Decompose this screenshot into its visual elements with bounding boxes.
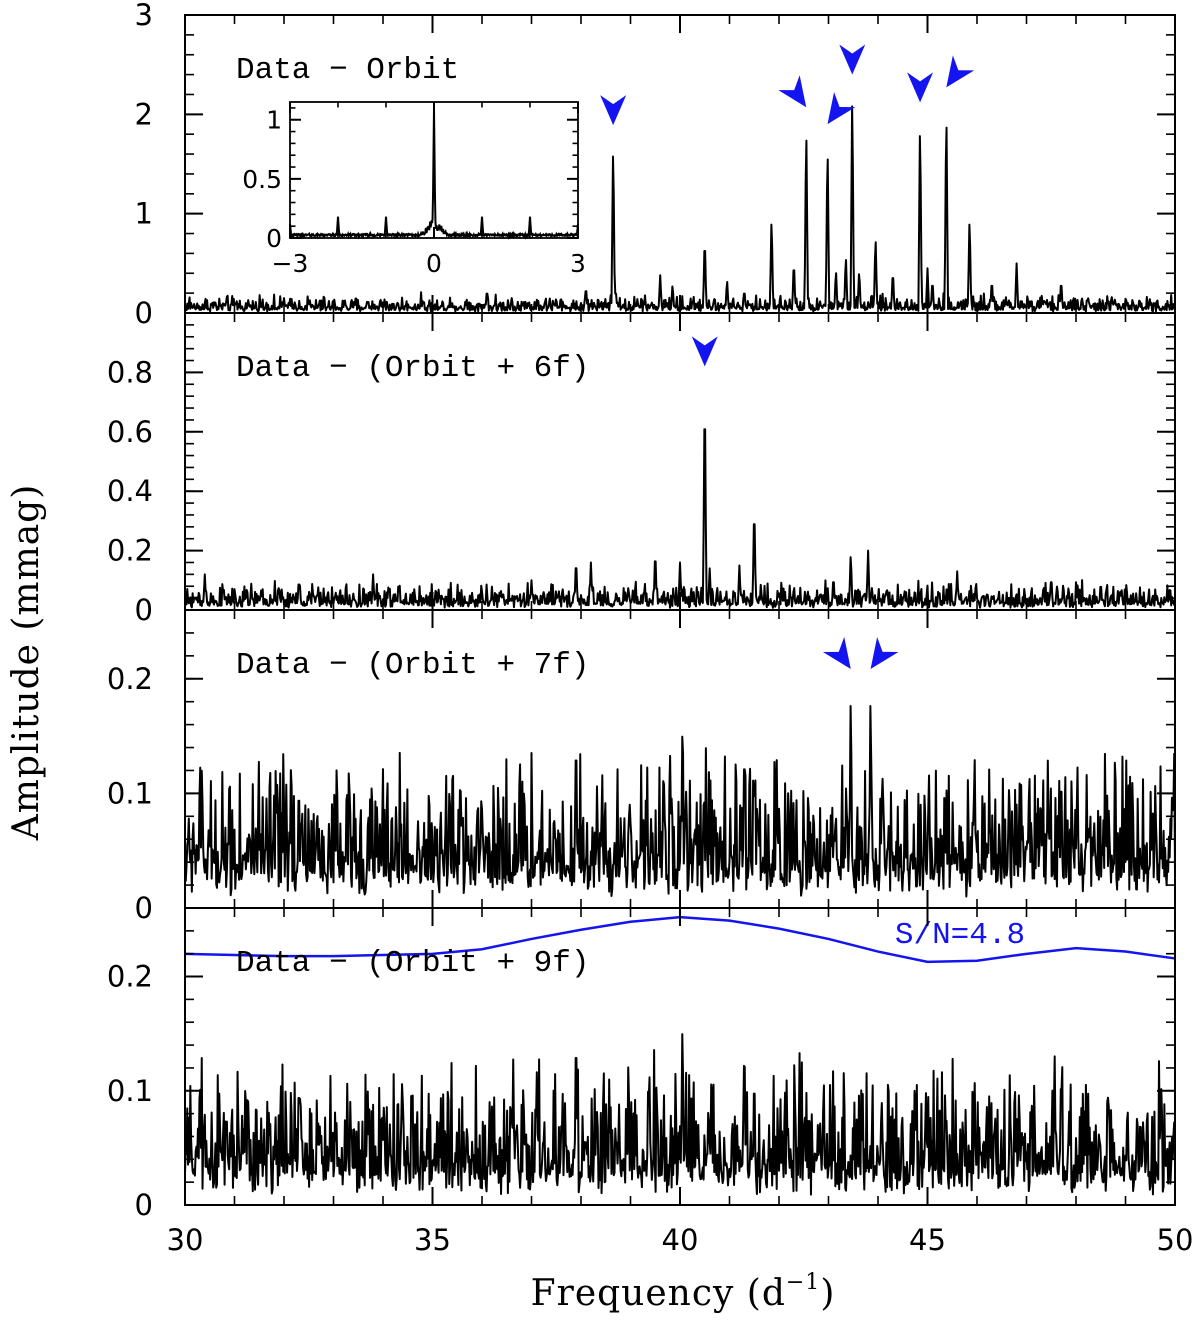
y-tick-label: 0.8: [107, 355, 153, 389]
y-tick-label: 0.2: [107, 960, 153, 994]
y-tick-label: 0: [135, 891, 153, 925]
y-tick-label: 0.1: [107, 1074, 153, 1108]
inset-y-tick-label: 0.5: [242, 165, 282, 194]
x-tick-label: 50: [1157, 1223, 1194, 1257]
inset-x-tick-label: 0: [426, 249, 442, 278]
x-axis-title-main: Frequency (d: [531, 1273, 786, 1314]
y-tick-label: 3: [135, 0, 153, 32]
x-tick-label: 30: [167, 1223, 204, 1257]
spectrum-trace: [184, 428, 1176, 609]
peak-marker-arrow: [827, 92, 856, 125]
peak-marker-arrow: [870, 637, 899, 670]
x-axis-title-sup: −1: [786, 1270, 820, 1295]
y-tick-label: 0.6: [107, 415, 153, 449]
panel-4: 0 0.1 0.2 30 35 40 45 50 Data − (Orbit + 9f): [107, 907, 1194, 1257]
x-tick-label: 40: [662, 1223, 699, 1257]
inset-x-tick-label: 3: [570, 249, 586, 278]
inset-window-function: 00.51−3 0 3: [242, 101, 586, 278]
peak-marker-arrow: [778, 75, 807, 108]
inset-y-tick-label: 1: [266, 106, 282, 135]
peak-marker-arrow: [907, 72, 934, 103]
peak-marker-arrow: [839, 44, 866, 75]
x-tick-label: 35: [414, 1223, 451, 1257]
x-tick-label: 45: [909, 1223, 946, 1257]
y-tick-label: 2: [135, 97, 153, 131]
inset-y-tick-label: 0: [266, 224, 282, 253]
y-tick-label: 1: [135, 197, 153, 231]
panel-2: 0 0.2 0.4 0.6 0.8 Data − (Orbit + 6f): [107, 312, 1176, 627]
peak-marker-arrow: [946, 55, 975, 88]
x-axis-title: Frequency (d−1): [531, 1270, 836, 1314]
y-tick-label: 0.4: [107, 474, 153, 508]
y-tick-label: 0: [135, 1188, 153, 1222]
spectrum-trace: [184, 705, 1176, 898]
peak-marker-arrow: [822, 637, 851, 670]
inset-x-tick-label: −3: [272, 249, 309, 278]
panel-title: Data − (Orbit + 6f): [236, 351, 589, 386]
spectrum-trace: [184, 1033, 1176, 1196]
x-axis-title-close: ): [820, 1273, 835, 1314]
panel-3: 0 0.1 0.2 Data − (Orbit + 7f): [107, 609, 1176, 925]
panel-title: Data − Orbit: [236, 53, 459, 88]
peak-marker-arrow: [600, 95, 627, 126]
y-tick-label: 0.2: [107, 534, 153, 568]
panel-title: Data − (Orbit + 7f): [236, 648, 589, 683]
y-tick-label: 0: [135, 296, 153, 330]
panel-title: Data − (Orbit + 9f): [236, 946, 589, 981]
y-axis-title: Amplitude (mmag): [6, 484, 47, 842]
y-tick-label: 0.2: [107, 662, 153, 696]
peak-marker-arrow: [691, 336, 718, 367]
y-tick-label: 0.1: [107, 776, 153, 810]
y-tick-label: 0: [135, 593, 153, 627]
snr-label: S/N=4.8: [895, 918, 1025, 953]
